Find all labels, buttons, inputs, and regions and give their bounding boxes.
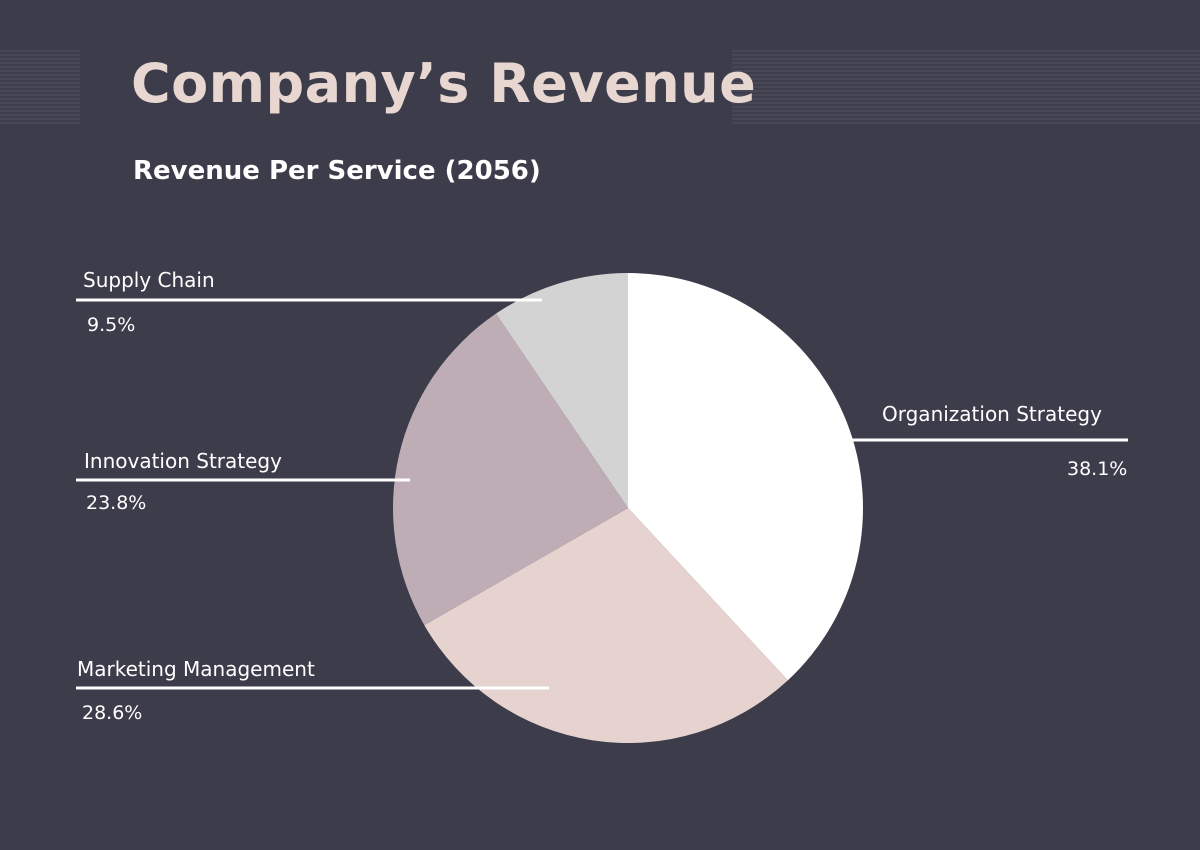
chart-subtitle: Revenue Per Service (2056)	[133, 156, 541, 186]
pie-slice-supply-chain	[495, 273, 628, 508]
slice-label-innovation: Innovation Strategy	[84, 449, 282, 473]
slice-value-innovation: 23.8%	[86, 492, 147, 514]
slice-value-organization: 38.1%	[1067, 458, 1128, 480]
chart-title: Company’s Revenue	[131, 52, 757, 115]
slice-label-supply-chain: Supply Chain	[83, 268, 215, 292]
slice-label-organization: Organization Strategy	[882, 402, 1102, 426]
pie-slice-innovation	[392, 313, 628, 626]
pie-slice-organization	[628, 273, 863, 681]
slice-value-supply-chain: 9.5%	[87, 314, 136, 336]
slice-label-marketing: Marketing Management	[77, 657, 315, 681]
title-banner-stripes-right	[732, 50, 1200, 124]
title-banner-stripes-left	[0, 50, 80, 124]
slice-value-marketing: 28.6%	[82, 702, 143, 724]
pie-slice-marketing	[424, 508, 788, 743]
